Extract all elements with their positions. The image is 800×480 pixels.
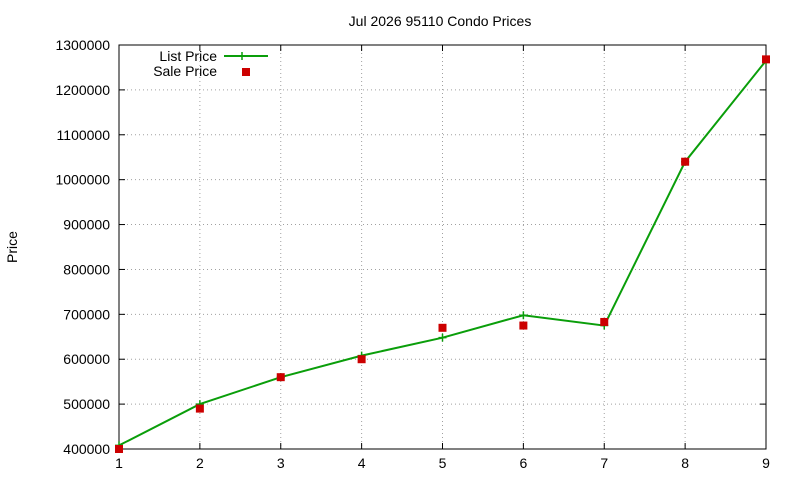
x-tick-label: 4 [358, 455, 366, 471]
sale-price-point [357, 355, 366, 364]
y-tick-label: 800000 [63, 261, 110, 277]
sale-price-point [600, 317, 609, 326]
list-price-point [519, 311, 528, 320]
x-tick-label: 1 [115, 455, 123, 471]
x-tick-label: 5 [439, 455, 447, 471]
y-tick-label: 900000 [63, 217, 110, 233]
y-tick-label: 700000 [63, 306, 110, 322]
x-tick-label: 3 [277, 455, 285, 471]
y-tick-label: 1100000 [57, 127, 111, 143]
legend-marker-list-price [238, 52, 246, 60]
chart-title: Jul 2026 95110 Condo Prices [349, 13, 532, 29]
x-tick-label: 8 [681, 455, 689, 471]
y-tick-label: 1300000 [55, 37, 110, 53]
legend-label-sale-price: Sale Price [153, 63, 217, 79]
axis-ticks: 1 2 3 4 5 6 7 8 9 400000 500000 600000 700000 800000 9… [55, 37, 770, 471]
list-price-point [438, 333, 447, 342]
legend-marker-sale-price [242, 68, 250, 76]
y-tick-label: 600000 [63, 351, 110, 367]
y-tick-label: 500000 [63, 396, 110, 412]
y-tick-label: 1200000 [55, 82, 110, 98]
legend-label-list-price: List Price [159, 48, 217, 64]
y-tick-label: 400000 [63, 441, 110, 457]
grid-lines [118, 44, 767, 450]
sale-price-point [681, 157, 690, 166]
sale-price-point [438, 323, 447, 332]
x-tick-label: 6 [519, 455, 527, 471]
x-tick-label: 9 [762, 455, 770, 471]
series-layer [115, 55, 770, 453]
sale-price-point [195, 404, 204, 413]
sale-price-point [115, 445, 123, 453]
x-tick-label: 2 [196, 455, 204, 471]
y-tick-label: 1000000 [55, 172, 110, 188]
legend: List Price Sale Price [153, 48, 268, 79]
y-axis-label: Price [4, 231, 20, 263]
x-tick-label: 7 [600, 455, 608, 471]
sale-price-point [762, 55, 770, 64]
sale-price-point [276, 373, 285, 382]
sale-price-point [519, 321, 528, 330]
